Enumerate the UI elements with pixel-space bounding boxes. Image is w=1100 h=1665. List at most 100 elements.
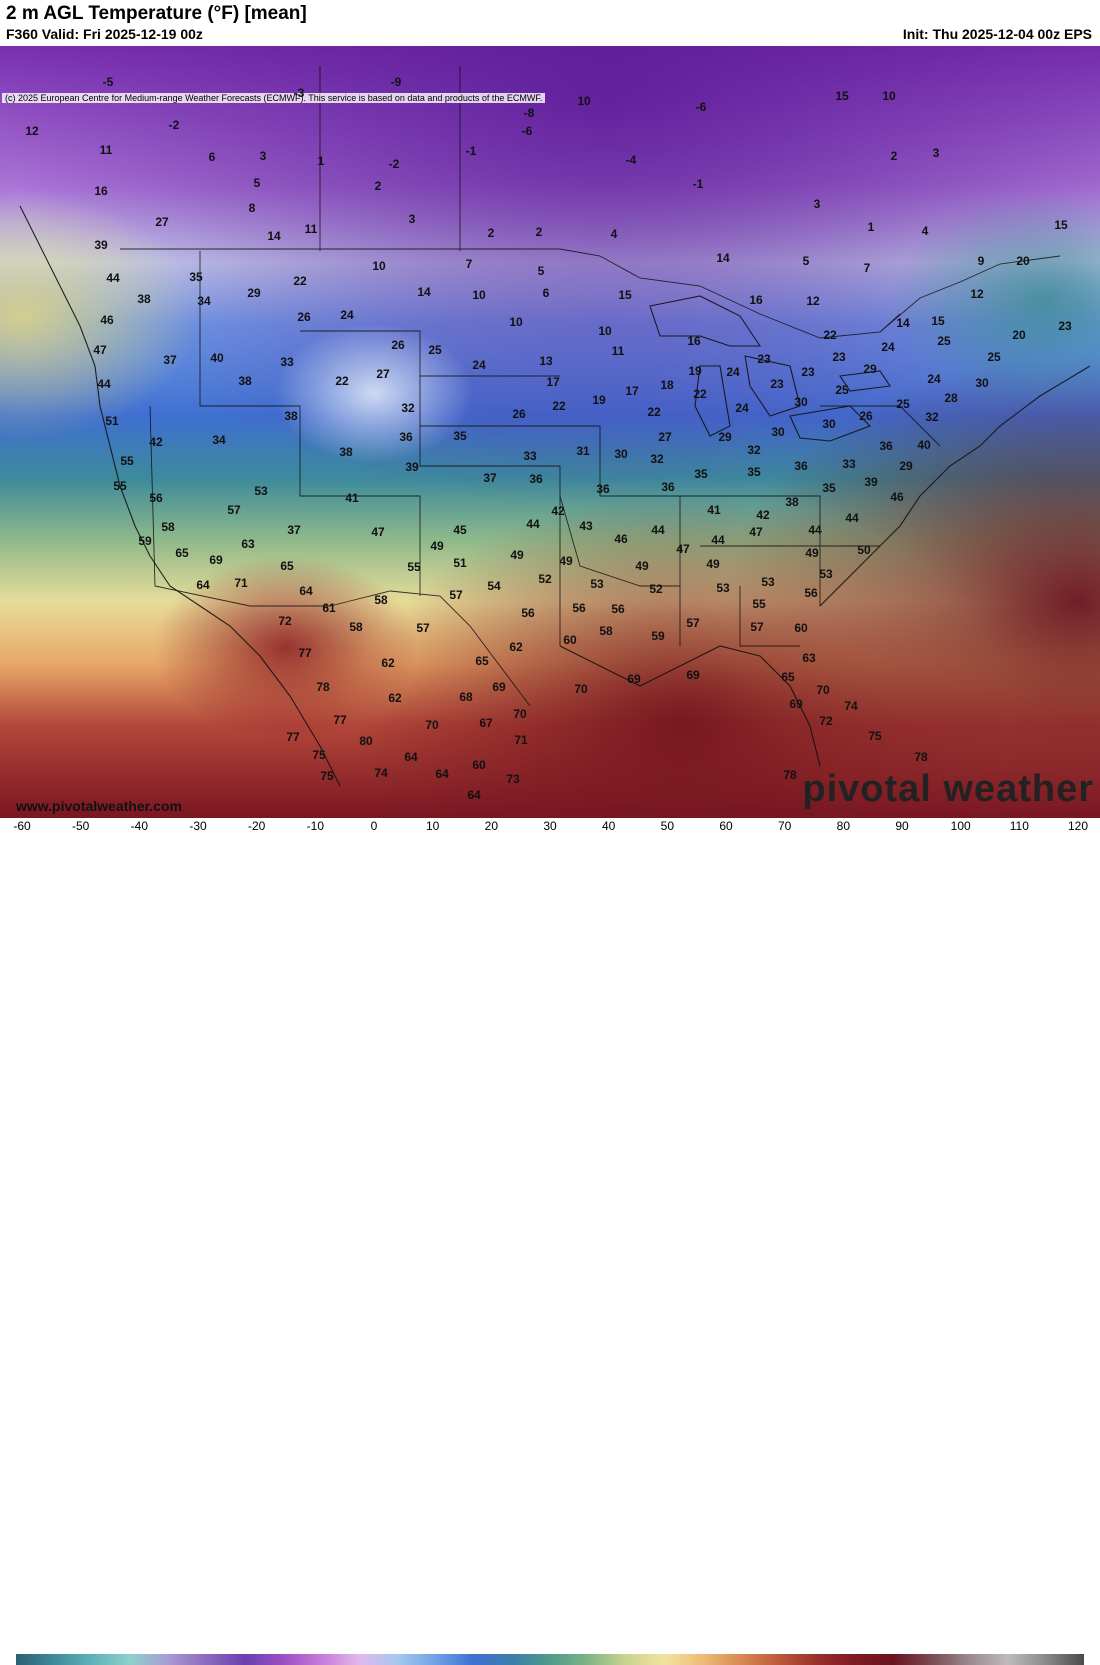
temperature-label: 49 [706, 557, 720, 571]
temperature-label: 24 [340, 308, 354, 322]
temperature-label: 57 [449, 588, 463, 602]
legend-tick-label: -20 [247, 819, 266, 833]
temperature-label: 35 [453, 429, 467, 443]
temperature-label: 49 [510, 548, 524, 562]
color-legend: -60 -50 -40 -30 -20 -10 0 10 20 30 40 50 60 70 80 90 100… [0, 818, 1100, 1665]
temperature-label: 15 [618, 288, 632, 302]
temperature-label: 70 [574, 682, 588, 696]
temperature-label: 32 [747, 443, 761, 457]
temperature-label: 62 [381, 656, 395, 670]
temperature-label: 39 [405, 460, 419, 474]
temperature-label: 70 [816, 683, 830, 697]
temperature-label: 17 [546, 375, 560, 389]
temperature-label: 36 [596, 482, 610, 496]
temperature-label: 37 [483, 471, 497, 485]
temperature-label: 41 [345, 491, 359, 505]
temperature-label: 72 [819, 714, 833, 728]
temperature-label: 22 [293, 274, 307, 288]
temperature-label: 44 [808, 523, 822, 537]
temperature-label: 49 [635, 559, 649, 573]
legend-tick-label: -60 [13, 819, 31, 833]
temperature-label: 32 [650, 452, 664, 466]
temperature-label: 45 [453, 523, 467, 537]
temperature-label: 26 [297, 310, 311, 324]
temperature-label: 7 [863, 261, 871, 275]
website-url[interactable]: www.pivotalweather.com [16, 798, 182, 814]
temperature-label: 14 [896, 316, 910, 330]
temperature-label: 10 [372, 259, 386, 273]
temperature-label: 56 [611, 602, 625, 616]
temperature-label: 2 [535, 225, 543, 239]
temperature-label: 52 [649, 582, 663, 596]
temperature-label: 10 [577, 94, 591, 108]
temperature-label: 2 [890, 149, 898, 163]
temperature-label: 41 [707, 503, 721, 517]
temperature-label: 33 [523, 449, 537, 463]
temperature-label: 29 [718, 430, 732, 444]
temperature-label: 53 [761, 575, 775, 589]
temperature-label: 64 [196, 578, 210, 592]
temperature-label: 77 [333, 713, 347, 727]
init-time: Init: Thu 2025-12-04 00z EPS [902, 26, 1092, 42]
legend-tick-label: 10 [425, 819, 440, 833]
temperature-label: 23 [770, 377, 784, 391]
temperature-label: 30 [614, 447, 628, 461]
temperature-label: -4 [625, 153, 637, 167]
temperature-label: 77 [298, 646, 312, 660]
temperature-label: 67 [479, 716, 493, 730]
temperature-label: 26 [391, 338, 405, 352]
legend-tick-label: -10 [306, 819, 324, 833]
temperature-map[interactable]: (c) 2025 European Centre for Medium-rang… [0, 46, 1100, 818]
temperature-label: 36 [794, 459, 808, 473]
temperature-label: 38 [339, 445, 353, 459]
temperature-label: 63 [802, 651, 816, 665]
temperature-label: 6 [208, 150, 216, 164]
temperature-label: 52 [538, 572, 552, 586]
temperature-label: 36 [661, 480, 675, 494]
temperature-label: 56 [804, 586, 818, 600]
temperature-label: 57 [686, 616, 700, 630]
temperature-label: 46 [100, 313, 114, 327]
temperature-label: 28 [944, 391, 958, 405]
temperature-label: 25 [987, 350, 1001, 364]
temperature-label: 77 [286, 730, 300, 744]
temperature-label: 4 [921, 224, 929, 238]
temperature-label: 22 [552, 399, 566, 413]
temperature-label: 59 [651, 629, 665, 643]
temperature-label: 20 [1016, 254, 1030, 268]
temperature-label: 58 [599, 624, 613, 638]
temperature-label: 39 [864, 475, 878, 489]
temperature-label: 69 [627, 672, 641, 686]
temperature-label: 22 [693, 387, 707, 401]
temperature-label: -1 [465, 144, 477, 158]
temperature-label: 44 [526, 517, 540, 531]
temperature-label: 44 [845, 511, 859, 525]
temperature-label: 46 [890, 490, 904, 504]
temperature-label: 12 [806, 294, 820, 308]
temperature-label: 11 [611, 344, 625, 358]
legend-tick-label: 110 [1009, 819, 1029, 833]
temperature-label: 23 [832, 350, 846, 364]
temperature-label: 71 [234, 576, 248, 590]
temperature-label: 38 [238, 374, 252, 388]
copyright-notice: (c) 2025 European Centre for Medium-rang… [2, 93, 546, 103]
temperature-label: 65 [280, 559, 294, 573]
temperature-label: 25 [428, 343, 442, 357]
temperature-label: 61 [322, 601, 336, 615]
temperature-label: 6 [542, 286, 550, 300]
legend-tick-label: 80 [836, 819, 851, 833]
temperature-label: -2 [168, 118, 180, 132]
temperature-label: 69 [789, 697, 803, 711]
temperature-label: 64 [467, 788, 481, 802]
temperature-label: 38 [137, 292, 151, 306]
legend-tick-label: 40 [601, 819, 616, 833]
temperature-label: 29 [247, 286, 261, 300]
temperature-label: 53 [590, 577, 604, 591]
temperature-label: 54 [487, 579, 501, 593]
temperature-label: 46 [614, 532, 628, 546]
temperature-label: 3 [813, 197, 821, 211]
temperature-label: 25 [835, 383, 849, 397]
legend-tick-label: 20 [484, 819, 499, 833]
temperature-label: 39 [94, 238, 108, 252]
brand-logo: pivotal weather [802, 768, 1094, 810]
